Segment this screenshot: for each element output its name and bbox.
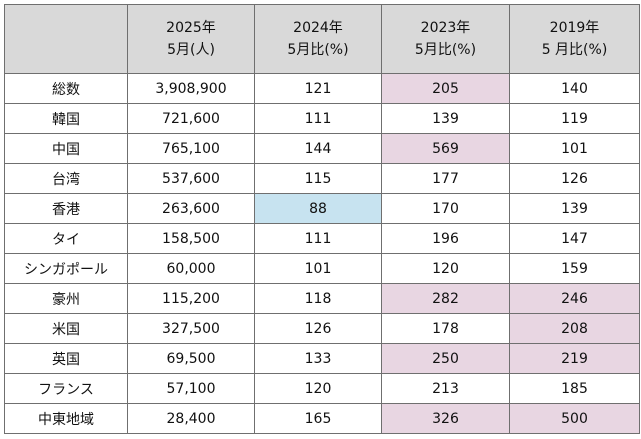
header-2019-year: 2019年	[549, 20, 600, 36]
table-row: シンガポール 60,000 101 120 159	[4, 253, 640, 284]
ratio-2019: 185	[509, 373, 640, 404]
visitors-2025: 327,500	[127, 313, 255, 344]
ratio-2019: 208	[509, 313, 640, 344]
ratio-2023: 170	[381, 193, 510, 224]
visitors-2025: 28,400	[127, 403, 255, 434]
ratio-2023: 178	[381, 313, 510, 344]
visitors-2025: 60,000	[127, 253, 255, 284]
ratio-2023: 250	[381, 343, 510, 374]
table-row: 総数 3,908,900 121 205 140	[4, 73, 640, 104]
region-name: 豪州	[4, 283, 128, 314]
ratio-2024: 120	[254, 373, 382, 404]
ratio-2024: 118	[254, 283, 382, 314]
table-row: フランス 57,100 120 213 185	[4, 373, 640, 404]
table-row: 豪州 115,200 118 282 246	[4, 283, 640, 314]
table-row: 英国 69,500 133 250 219	[4, 343, 640, 374]
ratio-2023: 120	[381, 253, 510, 284]
ratio-2024: 126	[254, 313, 382, 344]
ratio-2023: 326	[381, 403, 510, 434]
ratio-2024: 111	[254, 223, 382, 254]
header-2023-ratio: 2023年 5月比(%)	[381, 4, 510, 74]
header-2024-unit: 5月比(%)	[287, 42, 349, 58]
ratio-2019: 126	[509, 163, 640, 194]
header-2023-year: 2023年	[420, 20, 471, 36]
region-name: 台湾	[4, 163, 128, 194]
ratio-2023: 196	[381, 223, 510, 254]
region-name: 中東地域	[4, 403, 128, 434]
visitors-2025: 115,200	[127, 283, 255, 314]
ratio-2024: 144	[254, 133, 382, 164]
ratio-2024: 88	[254, 193, 382, 224]
visitors-2025: 69,500	[127, 343, 255, 374]
region-name: フランス	[4, 373, 128, 404]
visitor-stats-table: 2025年 5月(人) 2024年 5月比(%) 2023年 5月比(%) 20…	[4, 4, 640, 434]
header-2025-year: 2025年	[166, 20, 216, 36]
ratio-2019: 140	[509, 73, 640, 104]
table-row: 中東地域 28,400 165 326 500	[4, 403, 640, 434]
stats-table-container: 2025年 5月(人) 2024年 5月比(%) 2023年 5月比(%) 20…	[4, 4, 640, 434]
region-name: 香港	[4, 193, 128, 224]
ratio-2024: 101	[254, 253, 382, 284]
visitors-2025: 721,600	[127, 103, 255, 134]
ratio-2019: 219	[509, 343, 640, 374]
visitors-2025: 158,500	[127, 223, 255, 254]
ratio-2023: 139	[381, 103, 510, 134]
ratio-2023: 205	[381, 73, 510, 104]
region-name: 英国	[4, 343, 128, 374]
table-row: 中国 765,100 144 569 101	[4, 133, 640, 164]
visitors-2025: 3,908,900	[127, 73, 255, 104]
ratio-2024: 121	[254, 73, 382, 104]
header-row: 2025年 5月(人) 2024年 5月比(%) 2023年 5月比(%) 20…	[4, 4, 640, 74]
visitors-2025: 537,600	[127, 163, 255, 194]
ratio-2024: 115	[254, 163, 382, 194]
visitors-2025: 263,600	[127, 193, 255, 224]
table-row: 香港 263,600 88 170 139	[4, 193, 640, 224]
ratio-2023: 282	[381, 283, 510, 314]
region-name: 中国	[4, 133, 128, 164]
ratio-2024: 165	[254, 403, 382, 434]
region-name: 総数	[4, 73, 128, 104]
region-name: 韓国	[4, 103, 128, 134]
table-row: 韓国 721,600 111 139 119	[4, 103, 640, 134]
table-row: 台湾 537,600 115 177 126	[4, 163, 640, 194]
ratio-2019: 147	[509, 223, 640, 254]
ratio-2019: 246	[509, 283, 640, 314]
header-2024-ratio: 2024年 5月比(%)	[254, 4, 382, 74]
header-2019-unit: 5 月比(%)	[541, 42, 608, 58]
ratio-2023: 213	[381, 373, 510, 404]
ratio-2019: 119	[509, 103, 640, 134]
header-region	[4, 4, 128, 74]
header-2024-year: 2024年	[293, 20, 343, 36]
ratio-2019: 159	[509, 253, 640, 284]
header-2025-may: 2025年 5月(人)	[127, 4, 255, 74]
table-row: タイ 158,500 111 196 147	[4, 223, 640, 254]
header-2019-ratio: 2019年 5 月比(%)	[509, 4, 640, 74]
ratio-2024: 111	[254, 103, 382, 134]
region-name: シンガポール	[4, 253, 128, 284]
ratio-2019: 139	[509, 193, 640, 224]
header-2023-unit: 5月比(%)	[414, 42, 477, 58]
ratio-2023: 569	[381, 133, 510, 164]
ratio-2023: 177	[381, 163, 510, 194]
header-2025-unit: 5月(人)	[167, 42, 215, 58]
region-name: 米国	[4, 313, 128, 344]
ratio-2019: 101	[509, 133, 640, 164]
visitors-2025: 57,100	[127, 373, 255, 404]
visitors-2025: 765,100	[127, 133, 255, 164]
region-name: タイ	[4, 223, 128, 254]
ratio-2024: 133	[254, 343, 382, 374]
ratio-2019: 500	[509, 403, 640, 434]
table-row: 米国 327,500 126 178 208	[4, 313, 640, 344]
